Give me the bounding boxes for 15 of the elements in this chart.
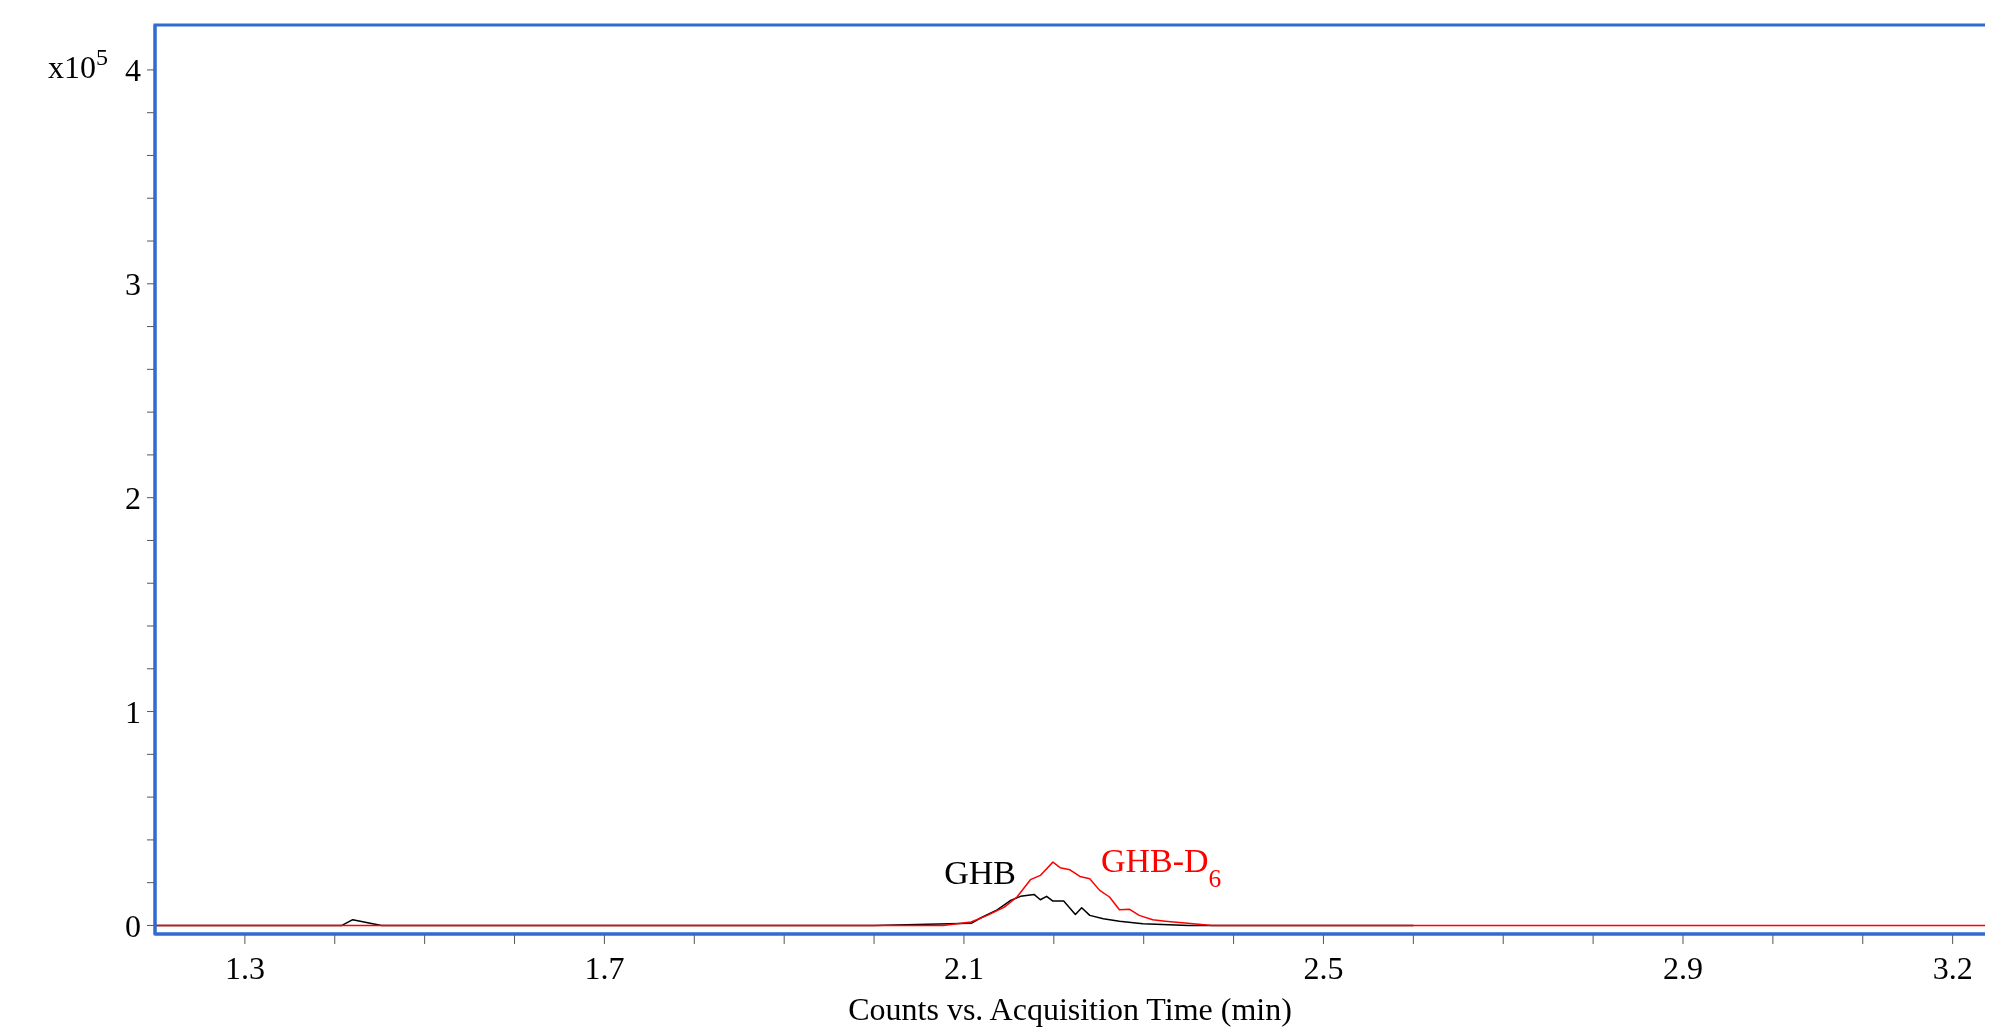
- x-tick-label: 3.2: [1932, 949, 1973, 986]
- x-tick-label: 1.7: [584, 949, 625, 986]
- y-tick-label: 1: [125, 693, 141, 730]
- y-tick-label: 3: [125, 266, 141, 303]
- y-tick-label: 2: [125, 480, 141, 517]
- series-label: GHB-D$_{6}$: [1100, 842, 1222, 893]
- series-label: GHB: [944, 854, 1017, 892]
- x-tick-label: 2.1: [943, 949, 984, 986]
- x-tick-label: 2.5: [1303, 949, 1344, 986]
- x-tick-label: 2.9: [1663, 949, 1703, 986]
- y-axis-title: x10$^{5}$: [48, 44, 108, 85]
- y-tick-label: 0: [125, 907, 141, 944]
- x-axis-title: Counts vs. Acquisition Time (min): [848, 991, 1292, 1027]
- y-tick-label: 4: [125, 52, 141, 89]
- x-tick-label: 1.3: [224, 949, 265, 986]
